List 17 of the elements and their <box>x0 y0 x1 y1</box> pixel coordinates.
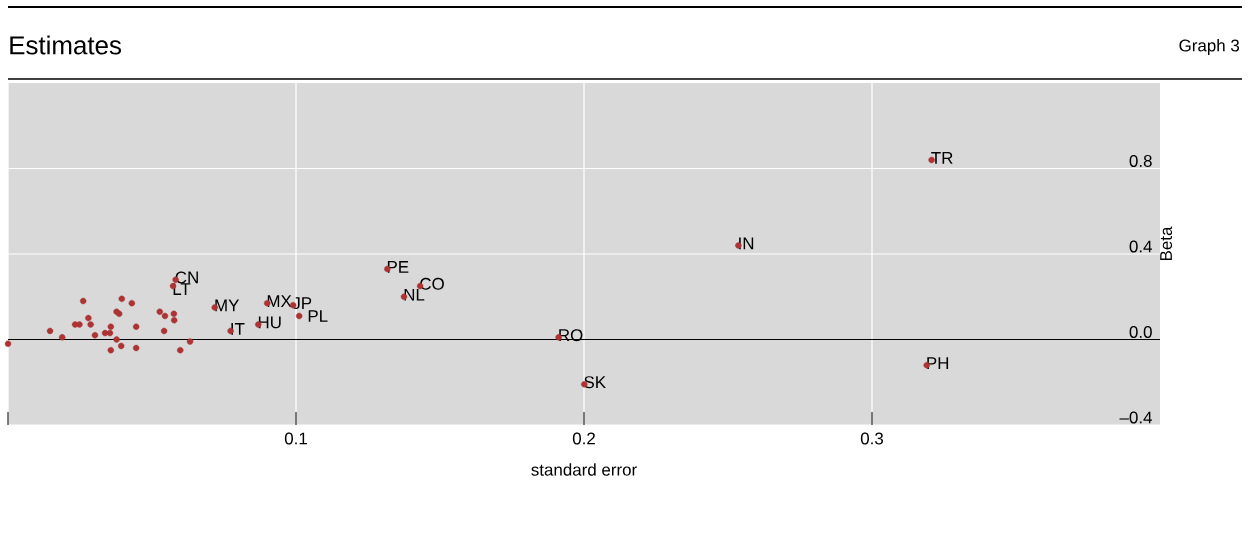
x-tick-label: 0.1 <box>284 432 307 445</box>
y-tick-label: 0.8 <box>1129 154 1152 167</box>
y-axis-title: Beta <box>1160 226 1173 261</box>
x-axis-title: standard error <box>531 463 637 476</box>
annotation: PL <box>308 310 328 322</box>
annotation: TR <box>931 152 953 164</box>
x-tick-label: 0.2 <box>572 432 595 445</box>
annotation: JP <box>292 297 312 310</box>
x-tick-label: 0.3 <box>860 432 884 445</box>
y-tick-label: 0.4 <box>1129 240 1152 253</box>
annotation: SK <box>584 376 606 389</box>
y-tick-label: –0.4 <box>1119 411 1152 424</box>
annotation: PE <box>387 261 409 273</box>
y-tick-label: 0.0 <box>1129 325 1152 338</box>
chart-title: Estimates <box>10 35 121 55</box>
annotation: MX <box>267 295 292 307</box>
caption: Graph 3 <box>1179 39 1240 55</box>
